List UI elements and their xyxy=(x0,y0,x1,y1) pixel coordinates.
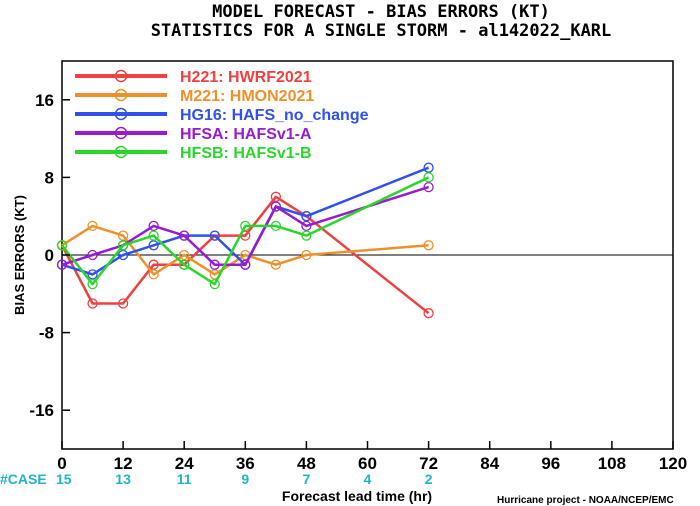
series-5 xyxy=(56,172,434,290)
x-tick-label: 24 xyxy=(175,454,194,473)
legend-swatch-marker xyxy=(114,126,128,140)
case-count: 15 xyxy=(56,471,72,487)
data-point xyxy=(179,230,190,241)
series-line xyxy=(61,176,430,286)
data-point xyxy=(148,269,159,280)
data-point xyxy=(270,191,282,202)
data-point xyxy=(301,249,312,261)
x-tick-label: 108 xyxy=(598,454,626,473)
data-point xyxy=(179,249,190,261)
data-point xyxy=(179,259,190,270)
case-count: 7 xyxy=(303,471,311,487)
data-point xyxy=(209,259,220,270)
data-point xyxy=(423,162,434,173)
case-label: #CASE xyxy=(0,471,47,487)
y-tick-label: -8 xyxy=(39,324,54,343)
x-tick-label: 12 xyxy=(114,454,133,473)
x-tick-label: 84 xyxy=(480,454,499,473)
x-tick-label: 72 xyxy=(419,454,438,473)
data-point xyxy=(270,220,282,232)
legend-entry: HFSA: HAFSv1-A xyxy=(180,126,312,143)
x-tick-label: 48 xyxy=(297,454,316,473)
data-point xyxy=(209,230,220,241)
data-point xyxy=(56,240,68,251)
y-axis-label: BIAS ERRORS (KT) xyxy=(12,195,27,315)
data-point xyxy=(87,249,98,261)
legend-swatch-marker xyxy=(114,69,128,83)
y-tick-label: 0 xyxy=(45,246,54,265)
legend: H221: HWRF2021 M221: HMON2021 HG16: HAFS_n… xyxy=(75,69,369,162)
data-point xyxy=(117,249,129,261)
data-point xyxy=(87,269,98,280)
data-point xyxy=(301,211,312,222)
data-point xyxy=(148,230,159,241)
case-count: 2 xyxy=(425,471,433,487)
case-count: 13 xyxy=(115,471,131,487)
data-point xyxy=(240,220,251,232)
data-point xyxy=(87,278,98,290)
data-point xyxy=(423,181,434,193)
legend-swatch-marker xyxy=(114,88,128,102)
data-point xyxy=(301,230,312,241)
series-line xyxy=(61,224,429,276)
y-tick-label: 8 xyxy=(45,168,54,187)
series-2 xyxy=(56,220,434,280)
x-tick-label: 60 xyxy=(358,454,377,473)
legend-entry: M221: HMON2021 xyxy=(180,88,314,105)
chart-subtitle: STATISTICS FOR A SINGLE STORM - al142022… xyxy=(151,21,612,41)
x-tick-label: 36 xyxy=(236,454,255,473)
series-line xyxy=(61,185,429,266)
legend-swatch-marker xyxy=(114,145,128,159)
case-count: 11 xyxy=(177,471,192,487)
data-point xyxy=(117,298,129,309)
data-point xyxy=(270,201,282,212)
data-point xyxy=(87,220,98,232)
data-point xyxy=(56,259,68,270)
data-point xyxy=(148,240,159,251)
chart-title: MODEL FORECAST - BIAS ERRORS (KT) xyxy=(212,2,550,22)
x-axis-label: Forecast lead time (hr) xyxy=(282,488,432,504)
y-tick-label: 16 xyxy=(35,91,54,110)
data-point xyxy=(423,240,434,251)
data-point xyxy=(270,259,282,270)
x-tick-label: 96 xyxy=(541,454,560,473)
y-tick-label: -16 xyxy=(29,401,54,420)
case-count: 9 xyxy=(241,471,249,487)
x-tick-label: 0 xyxy=(57,454,66,473)
data-point xyxy=(117,230,129,241)
data-point xyxy=(87,298,98,309)
legend-entry: H221: HWRF2021 xyxy=(180,69,312,86)
data-point xyxy=(423,308,434,319)
data-point xyxy=(117,240,129,251)
data-point xyxy=(209,278,220,290)
x-tick-label: 120 xyxy=(659,454,687,473)
legend-entry: HG16: HAFS_no_change xyxy=(180,107,369,124)
credit-text: Hurricane project - NOAA/NCEP/EMC xyxy=(497,495,674,506)
legend-swatch-marker xyxy=(114,107,128,121)
data-point xyxy=(148,220,159,232)
data-point xyxy=(423,172,434,183)
case-count: 4 xyxy=(364,471,372,487)
data-point xyxy=(301,220,312,232)
legend-entry: HFSB: HAFSv1-B xyxy=(180,145,312,162)
data-point xyxy=(148,259,159,270)
data-point xyxy=(240,259,251,270)
